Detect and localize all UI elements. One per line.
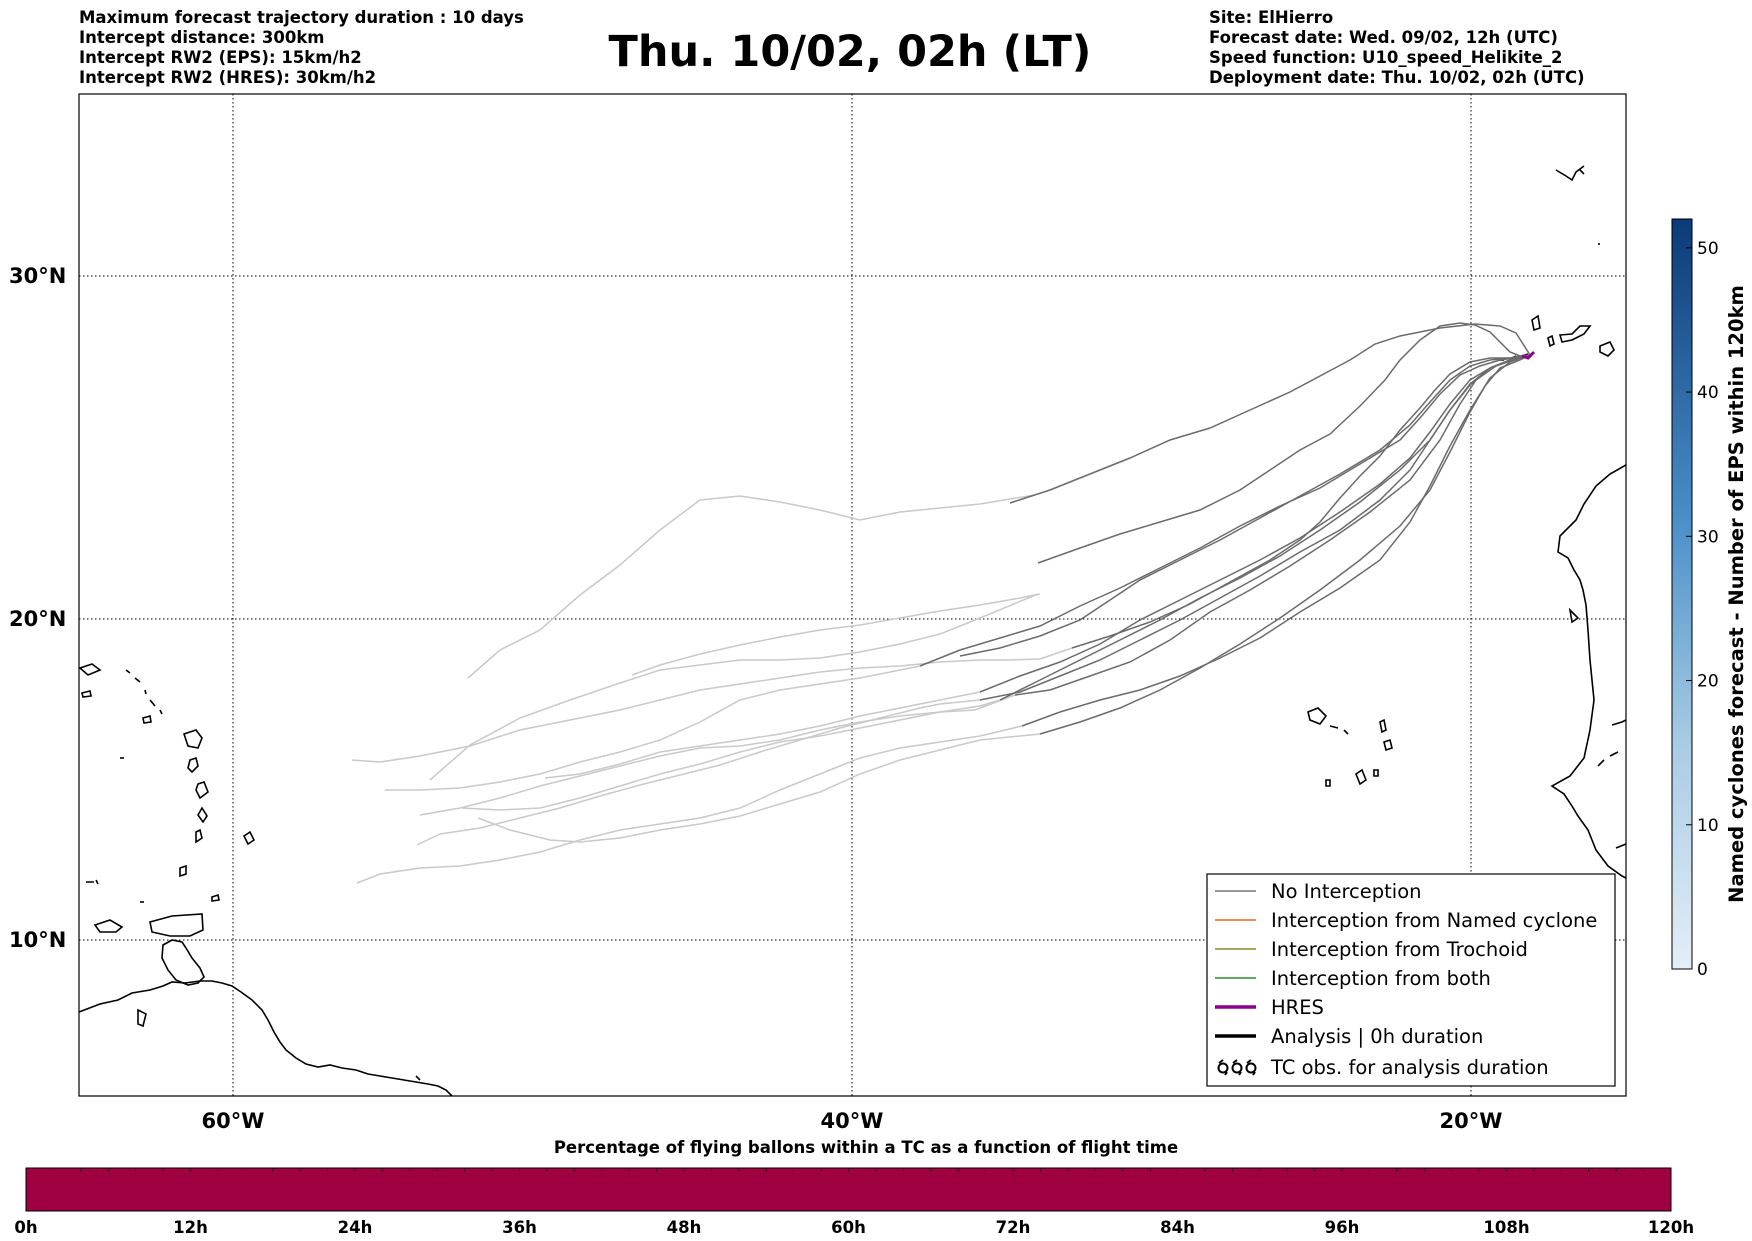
legend-item-tc-obs: TC obs. for analysis duration [1217, 1056, 1549, 1079]
legend-item-no-interception: No Interception [1215, 880, 1422, 903]
lon-axis: 60°W 40°W 20°W [202, 1109, 1503, 1133]
colorbar-label: Named cyclones forecast - Number of EPS … [1725, 285, 1748, 903]
colorbar-tick-label: 20 [1697, 672, 1719, 692]
flight-time-tick-label: 0h [14, 1218, 37, 1237]
lat-tick-label: 20°N [9, 607, 66, 631]
legend-item-trochoid: Interception from Trochoid [1215, 938, 1528, 961]
colorbar-ticks: 0 10 20 30 40 50 [1686, 239, 1719, 980]
legend-item-both: Interception from both [1215, 967, 1491, 990]
flight-time-tick-label: 60h [831, 1218, 866, 1237]
lon-tick-label: 40°W [821, 1109, 884, 1133]
flight-time-tick-label: 48h [667, 1218, 702, 1237]
header-left-line: Maximum forecast trajectory duration : 1… [79, 8, 524, 27]
flight-time-tick-label: 24h [338, 1218, 373, 1237]
colorbar: 0 10 20 30 40 50 Named cyclones forecast - Nu… [1671, 218, 1748, 980]
flight-time-tick-label: 12h [173, 1218, 208, 1237]
flight-time-tick-label: 96h [1325, 1218, 1360, 1237]
trajectory-tracks [351, 322, 1536, 884]
lon-tick-label: 20°W [1440, 1109, 1503, 1133]
colorbar-tick-label: 30 [1697, 527, 1719, 547]
svg-text:Interception from both: Interception from both [1271, 967, 1491, 990]
header-left-line: Intercept RW2 (HRES): 30km/h2 [79, 68, 377, 87]
header-right-line: Site: ElHierro [1209, 8, 1334, 27]
flight-time-tick-label: 36h [502, 1218, 537, 1237]
legend: No Interception Interception from Named … [1206, 873, 1616, 1087]
coastline [79, 663, 453, 1096]
svg-text:HRES: HRES [1271, 996, 1324, 1019]
hres-track [1521, 350, 1536, 360]
header-right: Site: ElHierro Forecast date: Wed. 09/02… [1209, 8, 1585, 88]
flight-time-bar-fill [25, 1167, 1672, 1212]
header-left: Maximum forecast trajectory duration : 1… [79, 8, 524, 88]
flight-time-tick-label: 120h [1648, 1218, 1694, 1237]
flight-time-tick-label: 108h [1483, 1218, 1529, 1237]
lon-tick-label: 60°W [202, 1109, 265, 1133]
legend-item-named-cyclone: Interception from Named cyclone [1215, 909, 1597, 932]
colorbar-tick-label: 50 [1697, 239, 1719, 259]
colorbar-tick-label: 0 [1697, 960, 1708, 980]
legend-item-analysis: Analysis | 0h duration [1215, 1025, 1483, 1048]
svg-text:TC obs. for analysis duration: TC obs. for analysis duration [1270, 1056, 1549, 1079]
colorbar-tick-label: 40 [1697, 383, 1719, 403]
svg-text:No Interception: No Interception [1271, 880, 1422, 903]
header-right-line: Forecast date: Wed. 09/02, 12h (UTC) [1209, 28, 1558, 47]
flight-time-tick-label: 72h [996, 1218, 1031, 1237]
lat-tick-label: 30°N [9, 264, 66, 288]
header-right-line: Deployment date: Thu. 10/02, 02h (UTC) [1209, 68, 1585, 87]
flight-time-bar-ticks: 0h 12h 24h 36h 48h 60h 72h 84h 96h 108h 120h [14, 1168, 1694, 1237]
flight-time-bar: Percentage of flying ballons within a TC… [14, 1138, 1694, 1237]
page-title: Thu. 10/02, 02h (LT) [608, 27, 1092, 77]
legend-item-hres: HRES [1215, 996, 1324, 1019]
svg-text:Analysis | 0h duration: Analysis | 0h duration [1271, 1025, 1483, 1048]
cyclone-symbol-icon [1217, 1059, 1257, 1076]
svg-text:Interception from Trochoid: Interception from Trochoid [1271, 938, 1528, 961]
header-right-line: Speed function: U10_speed_Helikite_2 [1209, 48, 1563, 67]
svg-text:Interception from Named cyclon: Interception from Named cyclone [1271, 909, 1597, 932]
colorbar-tick-label: 10 [1697, 816, 1719, 836]
header-left-line: Intercept RW2 (EPS): 15km/h2 [79, 48, 362, 67]
map-frame [78, 93, 1627, 1097]
lat-axis: 30°N 20°N 10°N [9, 264, 66, 952]
lat-tick-label: 10°N [9, 928, 66, 952]
coastline [1307, 165, 1626, 879]
flight-time-bar-title: Percentage of flying ballons within a TC… [554, 1138, 1178, 1157]
flight-time-tick-label: 84h [1160, 1218, 1195, 1237]
header-left-line: Intercept distance: 300km [79, 28, 325, 47]
